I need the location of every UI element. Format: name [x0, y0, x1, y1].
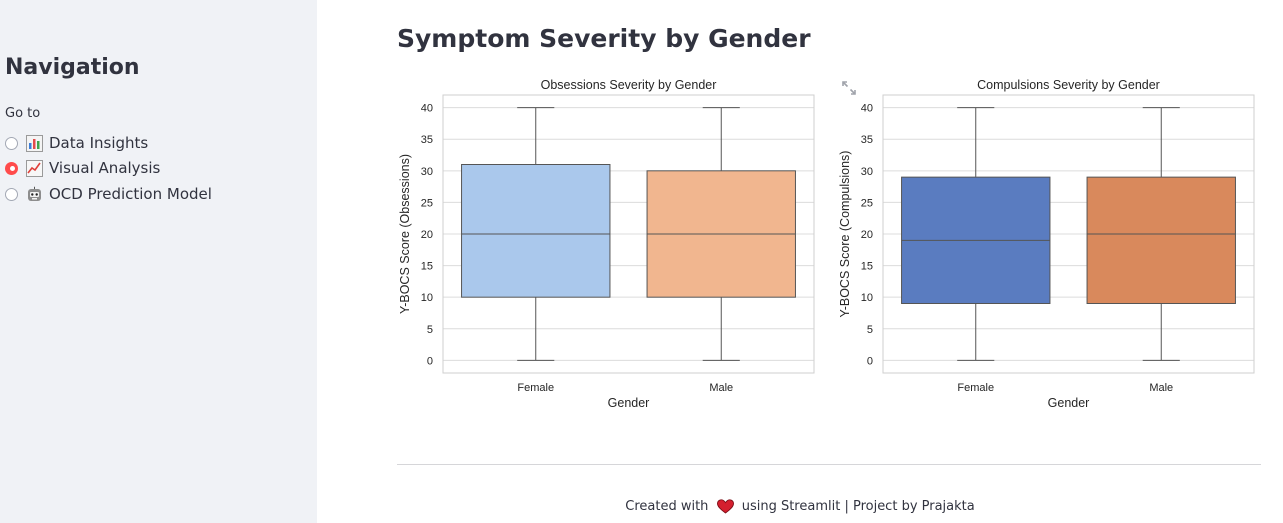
box-male — [1086, 107, 1236, 361]
y-tick-label: 35 — [861, 134, 873, 146]
bar-chart-icon — [26, 134, 43, 152]
sidebar-item-label: OCD Prediction Model — [49, 185, 212, 203]
y-tick-label: 30 — [861, 166, 873, 178]
box-male — [646, 107, 796, 361]
sidebar-item-visual-analysis[interactable]: Visual Analysis — [5, 157, 160, 179]
radio-button[interactable] — [5, 187, 18, 201]
box-female — [461, 107, 611, 361]
sidebar-item-label: Data Insights — [49, 134, 149, 152]
sidebar-item-data-insights[interactable]: Data Insights — [5, 132, 148, 154]
y-tick-label: 0 — [867, 355, 873, 367]
y-tick-label: 40 — [421, 103, 433, 115]
fullscreen-expand-icon[interactable] — [840, 79, 858, 97]
compulsions-boxplot: Compulsions Severity by Gender 0 5 10 15 20 25… — [838, 78, 1255, 410]
heart-icon — [716, 499, 734, 514]
x-tick-label: Female — [517, 382, 554, 394]
footer: Created with using Streamlit | Project b… — [0, 499, 1283, 514]
y-tick-label: 20 — [861, 229, 873, 241]
radio-button[interactable] — [5, 136, 18, 150]
sidebar-item-label: Visual Analysis — [49, 159, 161, 177]
x-axis-label: Gender — [608, 396, 650, 410]
y-tick-label: 35 — [421, 134, 433, 146]
chart-title: Obsessions Severity by Gender — [541, 78, 717, 92]
y-tick-label: 5 — [867, 324, 873, 336]
y-tick-label: 25 — [861, 197, 873, 209]
plot-frame — [442, 94, 815, 374]
y-tick-label: 10 — [861, 292, 873, 304]
sidebar-title: Navigation — [5, 55, 140, 80]
radio-button-selected[interactable] — [5, 161, 18, 175]
x-tick-label: Female — [957, 382, 994, 394]
y-tick-label: 30 — [421, 166, 433, 178]
footer-prefix: Created with — [625, 499, 709, 514]
plot-frame — [882, 94, 1255, 374]
y-tick-label: 10 — [421, 292, 433, 304]
obsessions-boxplot: Obsessions Severity by Gender 0 5 10 15 20 25 3… — [398, 78, 815, 410]
footer-divider — [397, 464, 1261, 465]
sidebar-item-ocd-prediction-model[interactable]: OCD Prediction Model — [5, 183, 212, 205]
iqr-box — [1086, 176, 1236, 304]
y-tick-label: 40 — [861, 103, 873, 115]
trending-chart-icon — [26, 159, 43, 177]
page-title: Symptom Severity by Gender — [397, 24, 811, 53]
y-axis-label: Y-BOCS Score (Compulsions) — [838, 151, 852, 318]
robot-face-icon — [28, 186, 41, 201]
goto-label: Go to — [5, 106, 41, 121]
y-tick-label: 20 — [421, 229, 433, 241]
sidebar: Navigation Go to Data Insights Visual An… — [0, 0, 317, 523]
y-tick-label: 5 — [427, 324, 433, 336]
y-tick-label: 15 — [861, 261, 873, 273]
y-tick-label: 15 — [421, 261, 433, 273]
y-axis-label: Y-BOCS Score (Obsessions) — [398, 154, 412, 314]
footer-suffix: using Streamlit | Project by Prajakta — [741, 499, 975, 514]
x-tick-label: Male — [1149, 382, 1173, 394]
box-female — [901, 107, 1051, 361]
y-tick-label: 25 — [421, 197, 433, 209]
y-tick-label: 0 — [427, 355, 433, 367]
chart-title: Compulsions Severity by Gender — [977, 78, 1160, 92]
x-tick-label: Male — [709, 382, 733, 394]
x-axis-label: Gender — [1048, 396, 1090, 410]
iqr-box — [461, 164, 611, 298]
